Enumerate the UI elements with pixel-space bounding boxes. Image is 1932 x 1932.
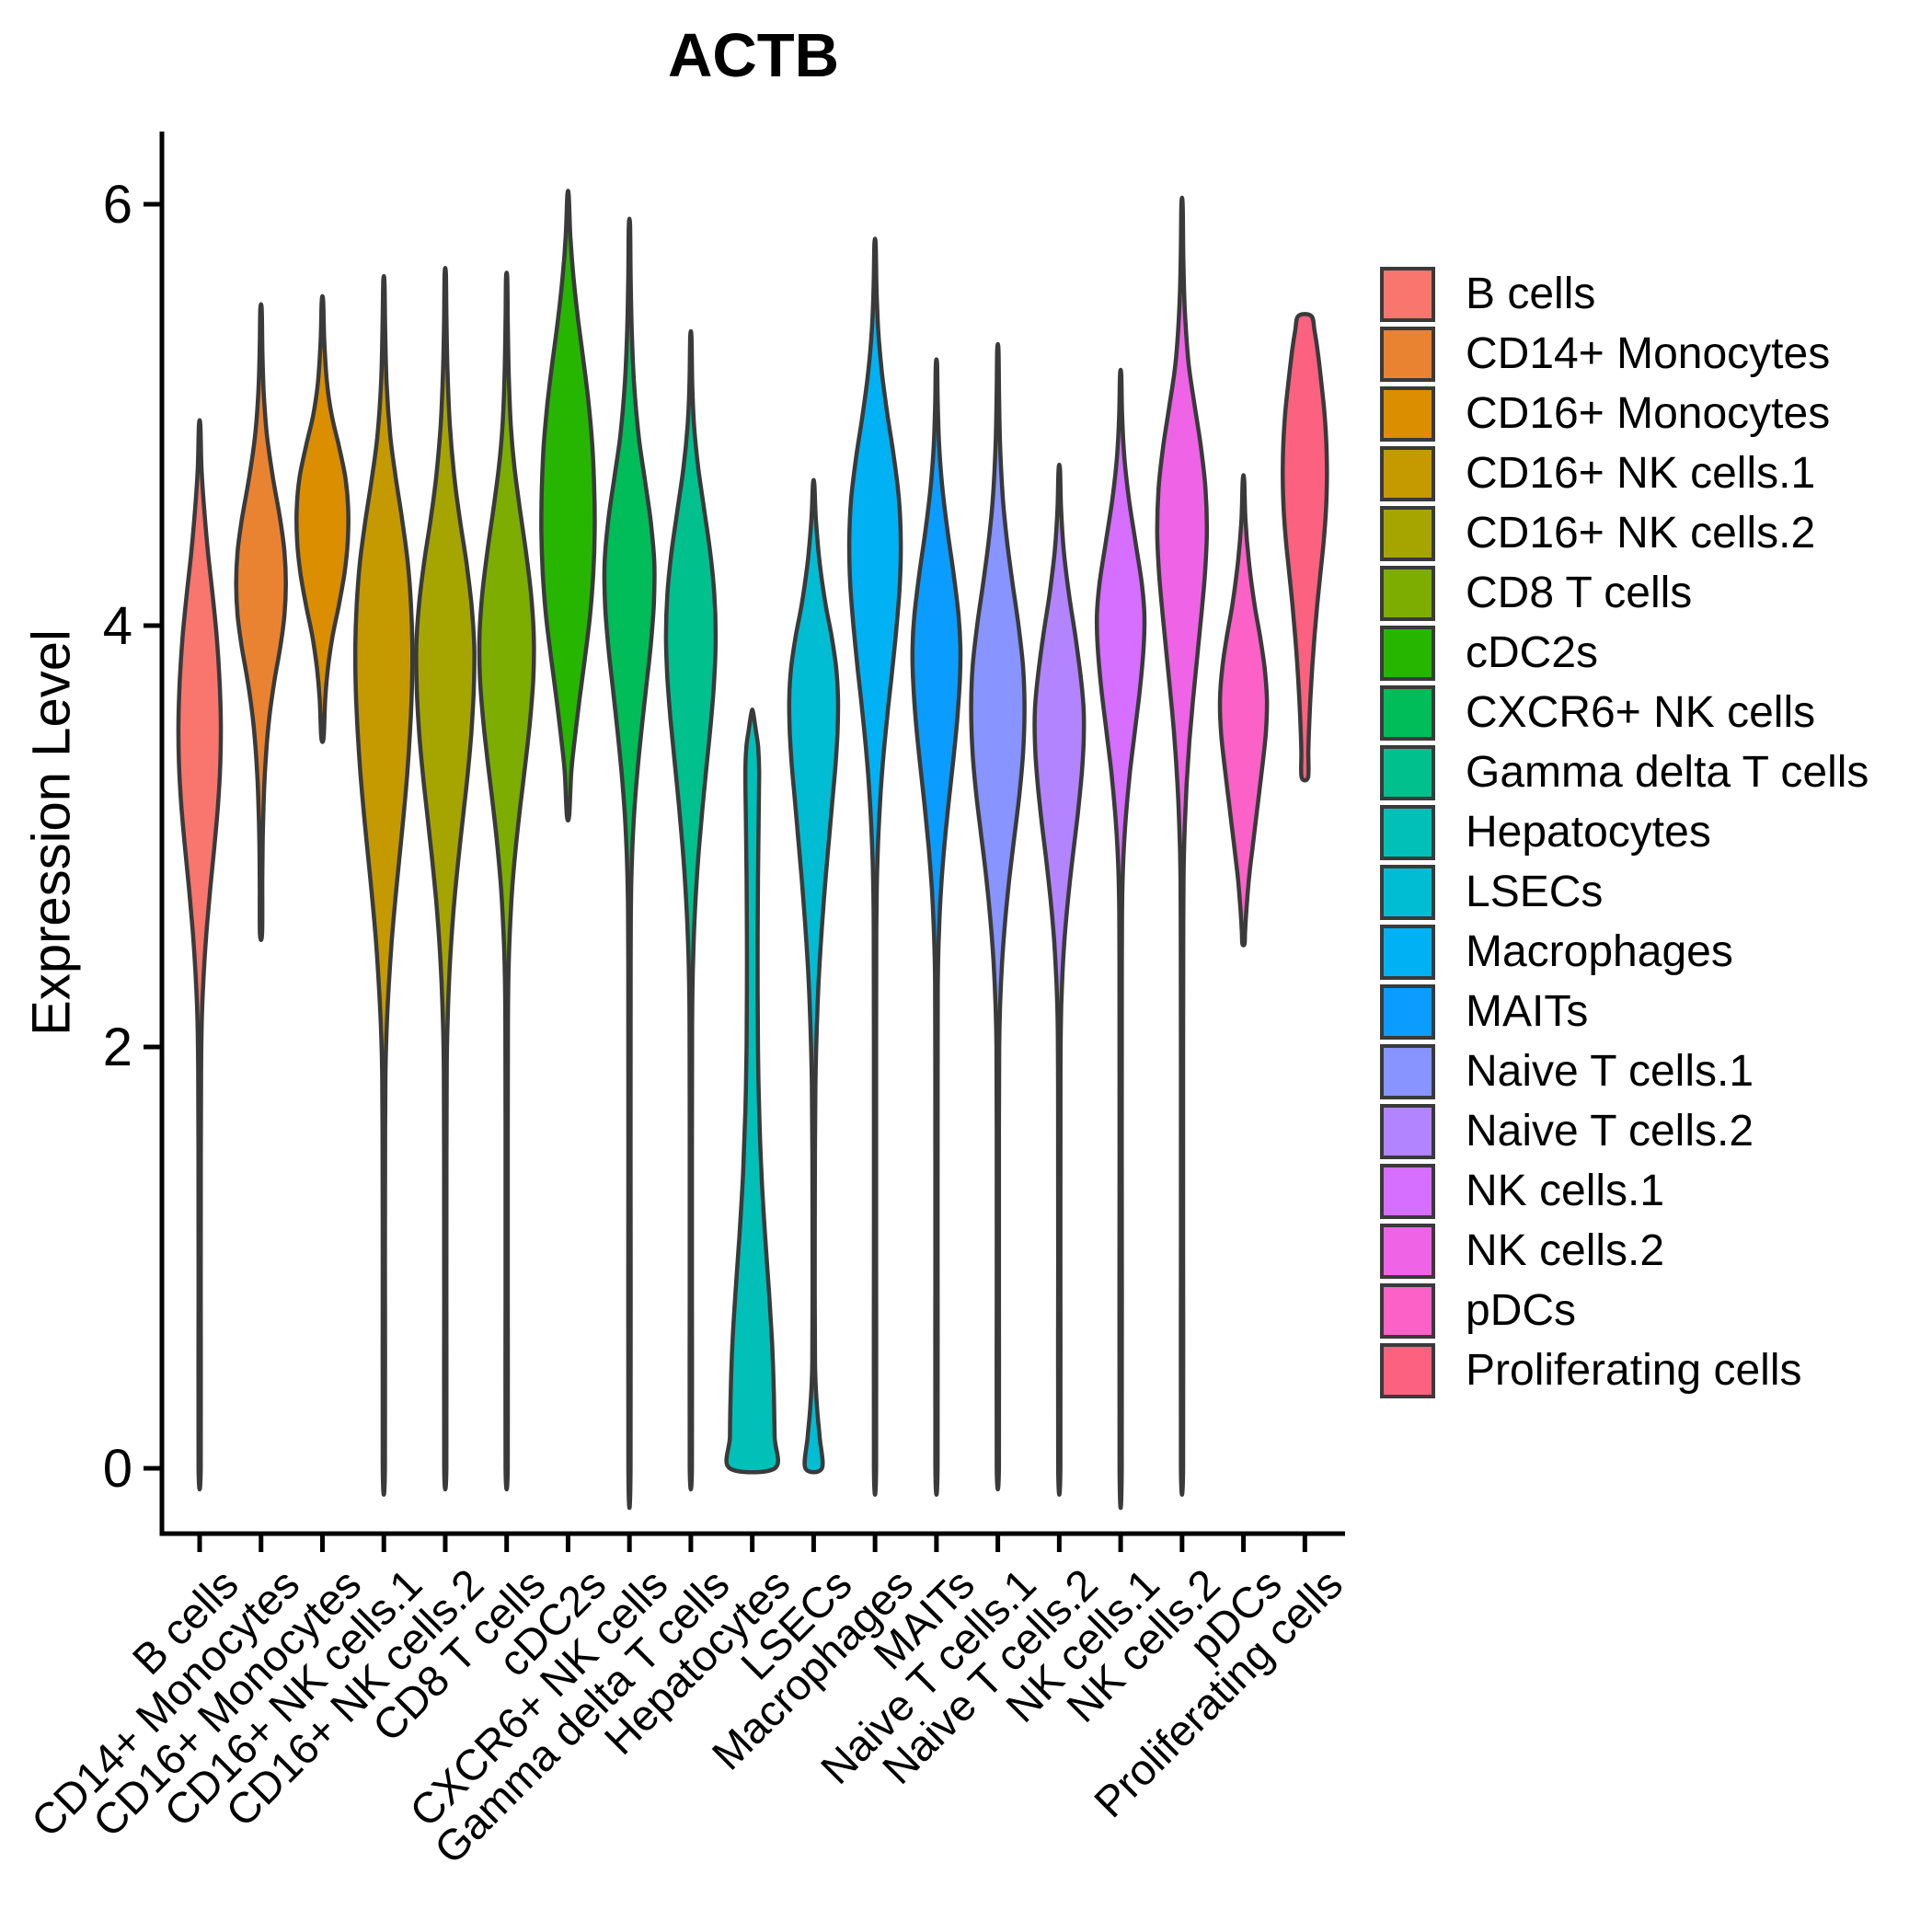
legend-label: CD16+ NK cells.2: [1466, 509, 1816, 558]
legend-swatch: [1380, 446, 1435, 501]
legend-item: Naive T cells.2: [1380, 1104, 1754, 1159]
violin-cd8-t-cells: [477, 270, 536, 1492]
violin-cd14-monocytes: [234, 302, 288, 943]
violin-b-cells: [176, 418, 224, 1492]
violin-naive-t-cells-2: [1032, 462, 1087, 1497]
violin-naive-t-cells-1: [969, 341, 1027, 1492]
legend-swatch: [1380, 1283, 1435, 1339]
legend-item: LSECs: [1380, 865, 1603, 920]
violin-cdc2s: [539, 189, 597, 823]
legend-swatch: [1380, 685, 1435, 741]
violin-proliferating-cells: [1281, 312, 1329, 783]
legend-item: NK cells.1: [1380, 1164, 1664, 1219]
violin-nk-cells-2: [1155, 195, 1210, 1497]
legend-item: NK cells.2: [1380, 1224, 1664, 1279]
y-tick-label: 4: [103, 596, 132, 656]
legend-label: pDCs: [1466, 1286, 1577, 1335]
legend-item: B cells: [1380, 267, 1595, 322]
violin-hepatocytes: [724, 707, 780, 1475]
legend-label: Proliferating cells: [1466, 1346, 1802, 1395]
legend-label: Gamma delta T cells: [1466, 748, 1869, 797]
legend-swatch: [1380, 745, 1435, 800]
legend-swatch: [1380, 925, 1435, 980]
legend-item: CD8 T cells: [1380, 566, 1692, 621]
legend-label: CD14+ Monocytes: [1466, 329, 1831, 378]
legend-item: Naive T cells.1: [1380, 1044, 1754, 1099]
legend-label: B cells: [1466, 270, 1596, 318]
legend-label: CD16+ Monocytes: [1466, 389, 1831, 438]
legend-item: pDCs: [1380, 1283, 1576, 1339]
legend-item: CD16+ Monocytes: [1380, 386, 1830, 442]
legend-swatch: [1380, 327, 1435, 382]
legend-swatch: [1380, 386, 1435, 442]
y-tick-label: 2: [103, 1018, 132, 1077]
legend-item: cDC2s: [1380, 626, 1598, 681]
legend-label: LSECs: [1466, 868, 1604, 916]
violin-nk-cells-1: [1094, 367, 1147, 1510]
legend-swatch: [1380, 865, 1435, 920]
violin-maits: [910, 357, 963, 1497]
legend-swatch: [1380, 506, 1435, 561]
legend-item: CXCR6+ NK cells: [1380, 685, 1815, 741]
legend-item: CD16+ NK cells.1: [1380, 446, 1815, 501]
legend-item: Proliferating cells: [1380, 1343, 1801, 1398]
legend-label: Hepatocytes: [1466, 808, 1711, 857]
violin-cd16-monocytes: [294, 293, 351, 744]
legend-label: Naive T cells.1: [1466, 1047, 1754, 1096]
legend-label: NK cells.2: [1466, 1226, 1665, 1275]
legend-swatch: [1380, 984, 1435, 1040]
violin-gamma-delta-t-cells: [663, 328, 719, 1492]
legend-label: cDC2s: [1466, 628, 1599, 677]
legend-label: MAITs: [1466, 987, 1589, 1036]
legend-item: Macrophages: [1380, 925, 1733, 980]
legend-swatch: [1380, 1343, 1435, 1398]
legend-swatch: [1380, 1104, 1435, 1159]
legend-item: Hepatocytes: [1380, 805, 1711, 860]
chart-title: ACTB: [667, 21, 840, 90]
legend-swatch: [1380, 566, 1435, 621]
violin-macrophages: [846, 236, 903, 1497]
violin-lsecs: [787, 477, 841, 1475]
legend-swatch: [1380, 1164, 1435, 1219]
legend-swatch: [1380, 1044, 1435, 1099]
y-tick-label: 0: [103, 1439, 132, 1499]
violin-cd16-nk-cells-2: [414, 266, 477, 1492]
legend-item: CD14+ Monocytes: [1380, 327, 1830, 382]
legend-swatch: [1380, 267, 1435, 322]
legend-item: Gamma delta T cells: [1380, 745, 1869, 800]
legend-swatch: [1380, 626, 1435, 681]
legend-swatch: [1380, 805, 1435, 860]
legend-label: CD16+ NK cells.1: [1466, 449, 1816, 498]
violin-pdcs: [1217, 473, 1270, 948]
legend-item: CD16+ NK cells.2: [1380, 506, 1815, 561]
legend-swatch: [1380, 1224, 1435, 1279]
violin-cd16-nk-cells-1: [352, 273, 415, 1497]
legend-label: CD8 T cells: [1466, 569, 1693, 617]
legend-label: CXCR6+ NK cells: [1466, 688, 1816, 737]
legend-label: NK cells.1: [1466, 1167, 1665, 1215]
legend-item: MAITs: [1380, 984, 1588, 1040]
legend-label: Naive T cells.2: [1466, 1107, 1754, 1156]
y-tick-label: 6: [103, 175, 132, 235]
legend-label: Macrophages: [1466, 927, 1733, 976]
violin-cxcr6-nk-cells: [602, 216, 657, 1510]
